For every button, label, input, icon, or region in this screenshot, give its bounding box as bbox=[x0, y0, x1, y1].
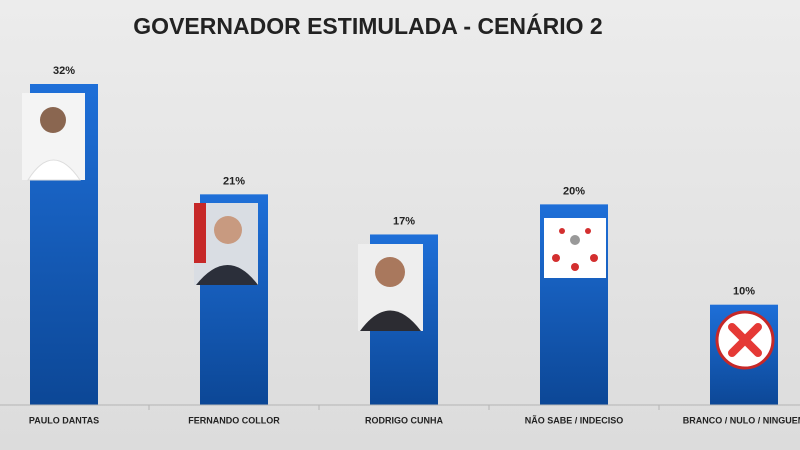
photo-face bbox=[214, 216, 242, 244]
value-label: 17% bbox=[393, 215, 415, 227]
photo-face bbox=[375, 257, 405, 287]
icon-x bbox=[728, 323, 762, 357]
photos bbox=[22, 93, 775, 370]
photo-body bbox=[196, 265, 258, 285]
photo-body bbox=[27, 159, 81, 181]
x-tick-label: FERNANDO COLLOR bbox=[188, 415, 280, 425]
value-label: 32% bbox=[53, 65, 75, 77]
icon-person bbox=[570, 235, 580, 245]
value-label: 21% bbox=[223, 175, 245, 187]
x-tick-label: RODRIGO CUNHA bbox=[365, 415, 443, 425]
icon-arrows bbox=[552, 228, 598, 271]
photo-face bbox=[40, 107, 66, 133]
photo-body bbox=[360, 310, 421, 331]
x-tick-label: NÃO SABE / INDECISO bbox=[525, 415, 624, 425]
x-tick-label: PAULO DANTAS bbox=[29, 415, 99, 425]
photo-flag bbox=[194, 203, 206, 263]
chart-title: GOVERNADOR ESTIMULADA - CENÁRIO 2 bbox=[133, 12, 602, 39]
x-tick-label: BRANCO / NULO / NINGUEM bbox=[683, 415, 800, 425]
value-label: 10% bbox=[733, 286, 755, 298]
value-label: 20% bbox=[563, 185, 585, 197]
